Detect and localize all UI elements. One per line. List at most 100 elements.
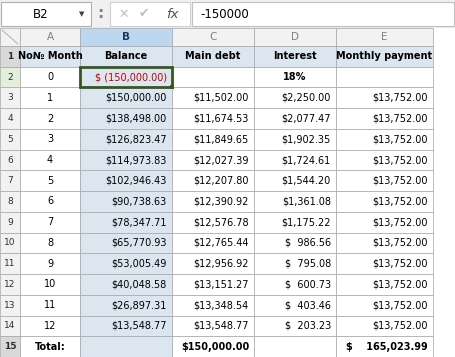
Bar xyxy=(0,336,20,357)
Bar xyxy=(254,87,336,108)
Bar xyxy=(0,295,20,316)
Text: $1,724.61: $1,724.61 xyxy=(282,155,331,165)
Bar xyxy=(20,28,80,46)
Text: 8: 8 xyxy=(47,238,53,248)
Text: 9: 9 xyxy=(7,218,13,227)
Text: 2: 2 xyxy=(47,114,53,124)
Text: $13,752.00: $13,752.00 xyxy=(373,155,428,165)
Text: $13,752.00: $13,752.00 xyxy=(373,238,428,248)
Bar xyxy=(80,170,172,191)
Bar xyxy=(0,46,20,67)
Text: 3: 3 xyxy=(7,93,13,102)
Text: $126,823.47: $126,823.47 xyxy=(106,134,167,144)
Bar xyxy=(20,170,80,191)
Text: 6: 6 xyxy=(47,196,53,206)
Text: $53,005.49: $53,005.49 xyxy=(111,259,167,269)
Bar xyxy=(254,316,336,336)
Bar xyxy=(80,253,172,274)
Bar xyxy=(1,2,91,26)
Text: ✔: ✔ xyxy=(139,7,149,20)
Text: $12,027.39: $12,027.39 xyxy=(193,155,249,165)
Bar xyxy=(336,46,433,67)
Text: fx: fx xyxy=(166,7,178,20)
Bar xyxy=(20,233,80,253)
Bar xyxy=(254,150,336,170)
Bar xyxy=(254,67,336,87)
Bar xyxy=(336,108,433,129)
Text: $26,897.31: $26,897.31 xyxy=(111,300,167,310)
Text: $13,752.00: $13,752.00 xyxy=(373,280,428,290)
Bar xyxy=(80,87,172,108)
Bar xyxy=(0,67,20,87)
Bar xyxy=(80,336,172,357)
Bar xyxy=(20,336,80,357)
Bar xyxy=(80,67,172,87)
Bar xyxy=(254,46,336,67)
Text: $138,498.00: $138,498.00 xyxy=(106,114,167,124)
Text: 3: 3 xyxy=(47,134,53,144)
Text: $  600.73: $ 600.73 xyxy=(285,280,331,290)
Bar xyxy=(336,253,433,274)
Text: $12,956.92: $12,956.92 xyxy=(193,259,249,269)
Text: 4: 4 xyxy=(47,155,53,165)
Text: 18%: 18% xyxy=(283,72,307,82)
Bar xyxy=(80,316,172,336)
Text: $13,752.00: $13,752.00 xyxy=(373,259,428,269)
Bar xyxy=(80,108,172,129)
Bar xyxy=(172,336,254,357)
Text: Balance: Balance xyxy=(104,51,147,61)
Bar xyxy=(336,67,433,87)
Text: 4: 4 xyxy=(7,114,13,123)
Bar xyxy=(80,28,172,46)
Text: 13: 13 xyxy=(4,301,16,310)
Text: $78,347.71: $78,347.71 xyxy=(111,217,167,227)
Bar xyxy=(192,2,454,26)
Text: $12,765.44: $12,765.44 xyxy=(193,238,249,248)
Text: $114,973.83: $114,973.83 xyxy=(106,155,167,165)
Text: $12,207.80: $12,207.80 xyxy=(193,176,249,186)
Text: 1: 1 xyxy=(47,93,53,103)
Bar xyxy=(20,253,80,274)
Bar xyxy=(336,28,433,46)
Bar xyxy=(20,108,80,129)
Bar xyxy=(172,316,254,336)
Text: C: C xyxy=(209,32,217,42)
Bar xyxy=(254,274,336,295)
Bar xyxy=(336,212,433,233)
Text: Interest: Interest xyxy=(273,51,317,61)
Bar xyxy=(172,253,254,274)
Text: $12,576.78: $12,576.78 xyxy=(193,217,249,227)
Bar xyxy=(20,212,80,233)
Bar xyxy=(110,2,190,26)
Bar xyxy=(80,295,172,316)
Bar xyxy=(254,28,336,46)
Bar xyxy=(20,67,80,87)
Text: $  795.08: $ 795.08 xyxy=(285,259,331,269)
Bar xyxy=(172,28,254,46)
Text: $    165,023.99: $ 165,023.99 xyxy=(346,342,428,352)
Text: $12,390.92: $12,390.92 xyxy=(194,196,249,206)
Bar xyxy=(172,295,254,316)
Text: $150,000.00: $150,000.00 xyxy=(106,93,167,103)
Bar xyxy=(172,150,254,170)
Text: 11: 11 xyxy=(4,259,16,268)
Bar xyxy=(0,212,20,233)
Text: $13,752.00: $13,752.00 xyxy=(373,176,428,186)
Text: 15: 15 xyxy=(4,342,16,351)
Text: 6: 6 xyxy=(7,156,13,165)
Bar xyxy=(172,87,254,108)
Bar xyxy=(80,67,172,87)
Bar xyxy=(336,233,433,253)
Bar xyxy=(172,67,254,87)
Bar xyxy=(20,150,80,170)
Text: 1: 1 xyxy=(7,52,13,61)
Bar xyxy=(20,129,80,150)
Bar xyxy=(254,170,336,191)
Bar xyxy=(0,129,20,150)
Bar xyxy=(172,212,254,233)
Bar xyxy=(0,108,20,129)
Bar xyxy=(172,129,254,150)
Bar xyxy=(336,170,433,191)
Bar xyxy=(254,233,336,253)
Text: :: : xyxy=(97,6,103,21)
